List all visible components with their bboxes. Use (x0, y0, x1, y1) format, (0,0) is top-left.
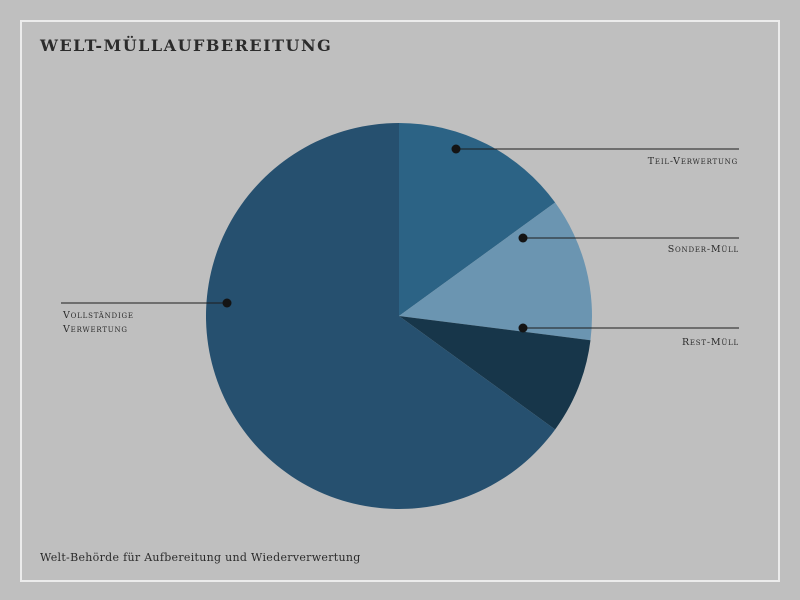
slice-label-teil-verwertung: Teil-Verwertung (648, 156, 738, 167)
pie-slices (205, 123, 593, 510)
chart-source-note: Welt-Behörde für Aufbereitung und Wieder… (40, 551, 361, 564)
pie-slice-rest-müll (399, 316, 591, 430)
slice-label-rest-müll: Rest-Müll (682, 337, 739, 348)
pie-slice-sonder-müll (399, 202, 593, 341)
pie-callouts: Teil-Verwertung Sonder-Müll Rest-Müll Volls… (61, 144, 739, 348)
callout-dot-vollständige-verwertung (222, 298, 232, 308)
slice-label-sonder-müll: Sonder-Müll (668, 244, 739, 255)
pie-slice-vollständige-verwertung (205, 123, 556, 510)
callout-dot-sonder-müll (518, 233, 528, 243)
callout-dot-rest-müll (518, 323, 528, 333)
pie-slice-teil-verwertung (399, 123, 556, 316)
chart-title: WELT-MÜLLAUFBEREITUNG (40, 36, 333, 55)
slice-label-vollständige-verwertung: Vollständige Verwertung (62, 310, 134, 335)
chart-frame (20, 20, 780, 582)
callout-dot-teil-verwertung (451, 144, 461, 154)
